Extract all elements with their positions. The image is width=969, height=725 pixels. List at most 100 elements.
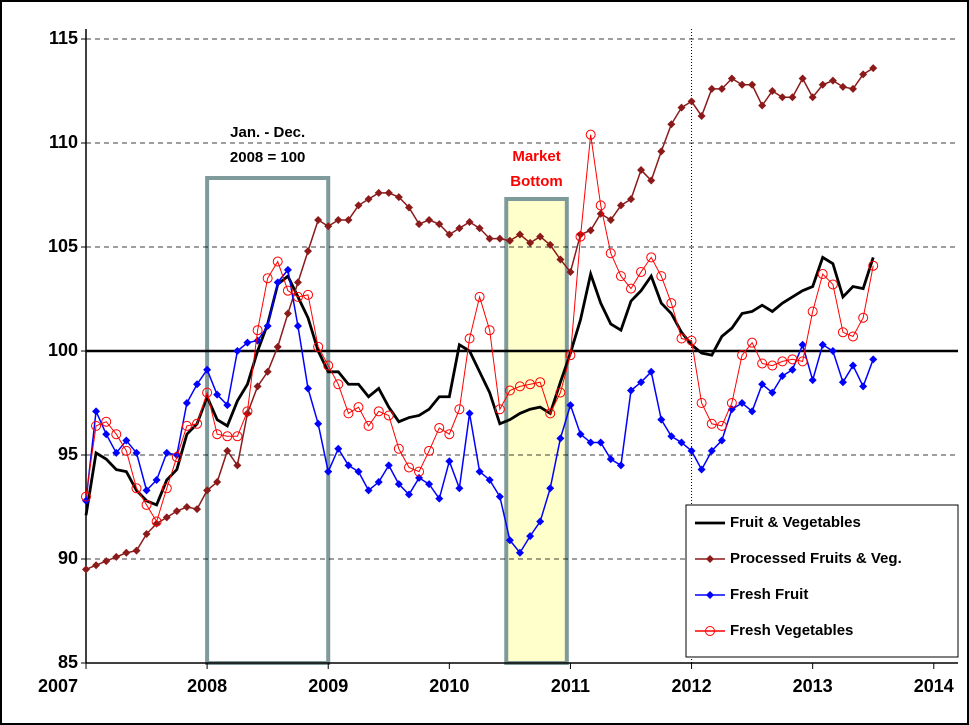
marker	[586, 438, 595, 447]
marker	[716, 420, 727, 431]
marker	[373, 406, 384, 417]
marker	[455, 484, 464, 493]
marker	[495, 492, 504, 501]
marker	[414, 466, 425, 477]
marker	[162, 513, 171, 522]
marker	[788, 93, 797, 102]
marker	[818, 80, 827, 89]
annotation: Bottom	[510, 173, 563, 190]
marker	[838, 82, 847, 91]
y-tick-label: 85	[58, 652, 78, 672]
marker	[425, 480, 434, 489]
marker	[526, 238, 535, 247]
marker	[394, 480, 403, 489]
marker	[132, 546, 141, 555]
marker	[82, 565, 90, 574]
legend-label: Fresh Fruit	[730, 586, 808, 603]
x-tick-label: 2011	[551, 676, 590, 696]
marker	[283, 309, 292, 318]
marker	[757, 358, 768, 369]
marker	[615, 271, 626, 282]
marker	[859, 382, 868, 391]
marker	[91, 420, 102, 431]
marker	[415, 220, 424, 229]
marker	[556, 434, 565, 443]
marker	[192, 418, 203, 429]
marker	[393, 443, 404, 454]
marker	[817, 269, 828, 280]
marker	[837, 327, 848, 338]
marker	[141, 499, 152, 510]
marker	[102, 430, 111, 439]
marker	[353, 402, 364, 413]
marker	[868, 260, 879, 271]
marker	[122, 436, 131, 445]
marker	[555, 387, 566, 398]
marker	[687, 446, 696, 455]
marker	[112, 552, 121, 561]
marker	[122, 548, 131, 557]
marker	[344, 461, 353, 470]
marker	[213, 390, 222, 399]
marker	[303, 384, 312, 393]
marker	[233, 347, 242, 355]
marker	[354, 467, 363, 476]
marker	[768, 87, 777, 95]
marker	[302, 289, 313, 300]
marker	[404, 462, 415, 473]
marker	[152, 475, 161, 484]
marker	[738, 80, 747, 89]
legend-label: Fresh Vegetables	[730, 622, 853, 639]
marker	[727, 74, 736, 83]
marker	[394, 193, 403, 202]
marker	[92, 407, 101, 416]
legend: Fruit & Vegetables Processed Fruits & Veg…	[685, 504, 959, 658]
marker	[828, 347, 837, 355]
marker	[223, 401, 232, 410]
y-tick-label: 105	[48, 236, 78, 256]
marker	[565, 350, 576, 361]
marker	[162, 448, 171, 457]
marker	[151, 516, 162, 527]
marker	[667, 120, 676, 129]
marker	[364, 486, 373, 495]
marker	[687, 97, 696, 106]
marker	[242, 406, 253, 417]
marker	[546, 484, 555, 493]
x-tick-label: 2007	[38, 676, 78, 696]
marker	[657, 415, 666, 424]
marker	[546, 240, 555, 249]
marker	[303, 247, 312, 256]
marker	[485, 475, 494, 484]
marker	[505, 236, 514, 245]
marker	[202, 387, 213, 398]
legend-label: Processed Fruits & Veg.	[730, 550, 902, 567]
marker	[847, 331, 858, 342]
legend-marker	[706, 591, 714, 599]
marker	[514, 381, 525, 392]
marker	[314, 419, 323, 428]
annotation: 2008 = 100	[230, 149, 306, 166]
marker	[848, 361, 857, 370]
marker	[707, 84, 716, 93]
marker	[455, 224, 464, 233]
marker	[445, 457, 454, 466]
marker	[454, 404, 465, 415]
marker	[778, 93, 787, 102]
marker	[636, 266, 647, 277]
marker	[425, 215, 434, 224]
marker	[171, 452, 182, 463]
marker	[263, 367, 272, 376]
marker	[445, 230, 454, 239]
marker	[788, 365, 797, 374]
y-tick-label: 95	[58, 444, 78, 464]
marker	[142, 486, 151, 495]
marker	[344, 215, 353, 224]
marker	[374, 478, 383, 487]
marker	[233, 461, 242, 470]
marker	[161, 483, 172, 494]
marker	[748, 80, 757, 89]
marker	[869, 355, 878, 364]
marker	[475, 467, 484, 476]
marker	[676, 333, 687, 344]
